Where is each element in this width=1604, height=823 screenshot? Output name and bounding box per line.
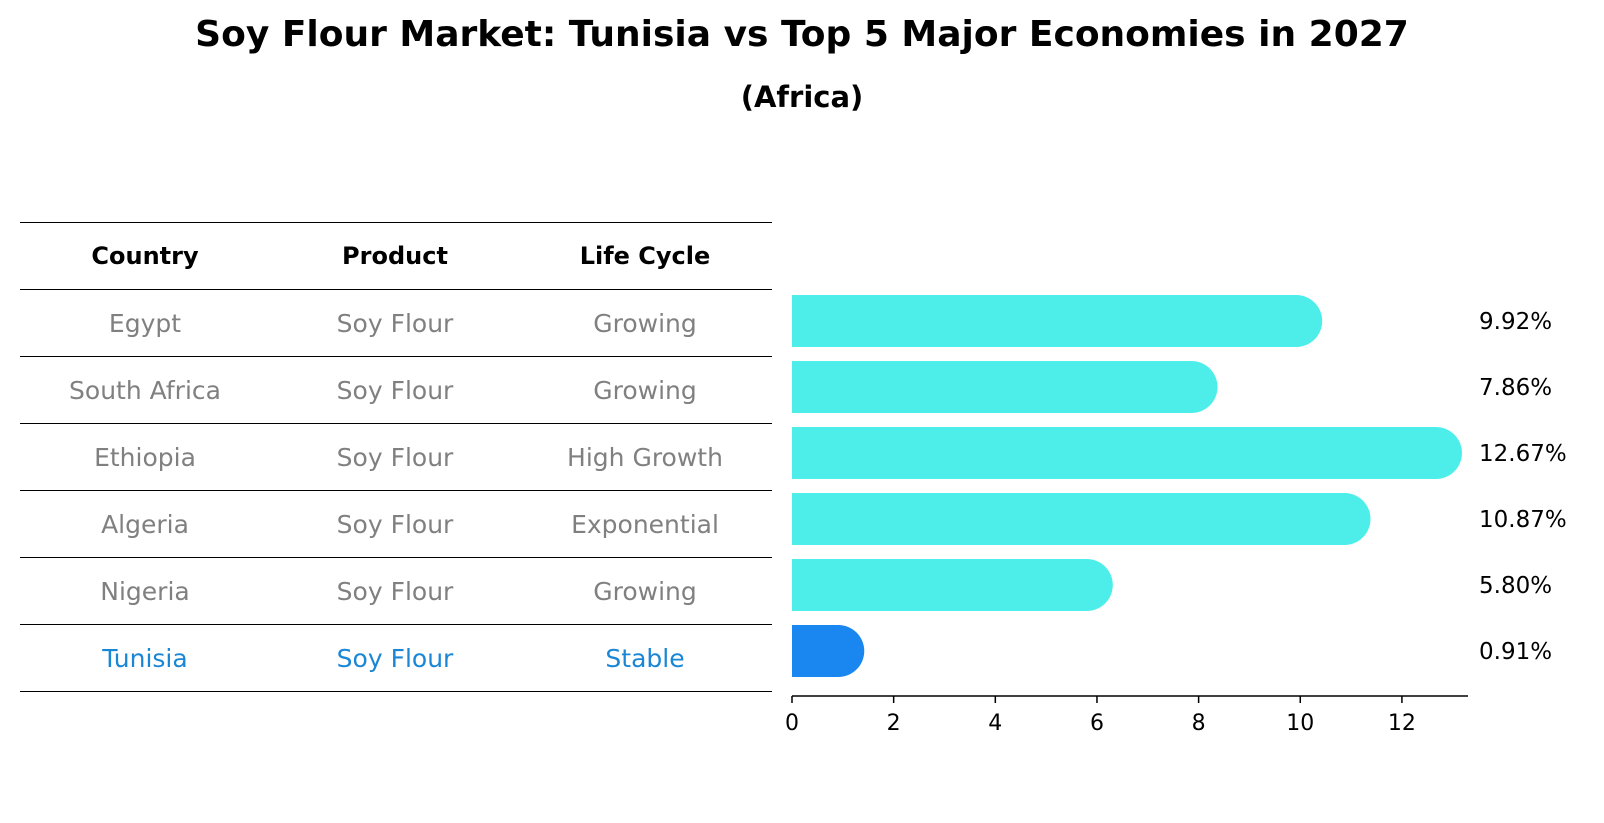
table-row: Ethiopia Soy Flour High Growth <box>20 424 772 491</box>
product-cell: Soy Flour <box>336 576 454 606</box>
product-cell: Soy Flour <box>336 375 454 405</box>
bar <box>792 427 1462 479</box>
x-tick-label: 12 <box>1388 711 1416 736</box>
life-cycle-cell: High Growth <box>567 442 723 472</box>
life-cycle-cell: Growing <box>593 308 697 338</box>
table-row: Algeria Soy Flour Exponential <box>20 491 772 558</box>
product-cell: Soy Flour <box>336 442 454 472</box>
bar <box>792 295 1323 347</box>
value-label: 9.92% <box>1479 309 1552 335</box>
country-cell: Nigeria <box>100 576 190 606</box>
x-tick-label: 8 <box>1192 711 1206 736</box>
value-label: 10.87% <box>1479 507 1567 533</box>
value-label: 7.86% <box>1479 375 1552 401</box>
x-tick-label: 10 <box>1286 711 1314 736</box>
bar <box>792 361 1218 413</box>
life-cycle-cell: Exponential <box>571 509 719 539</box>
chart-title: Soy Flour Market: Tunisia vs Top 5 Major… <box>195 14 1409 55</box>
product-cell: Soy Flour <box>336 643 454 673</box>
x-tick-label: 2 <box>887 711 901 736</box>
value-label: 12.67% <box>1479 441 1567 467</box>
x-tick-label: 6 <box>1090 711 1104 736</box>
bar-highlight <box>792 625 865 677</box>
country-cell: South Africa <box>69 375 221 405</box>
value-label: 0.91% <box>1479 639 1552 665</box>
header-product: Product <box>342 242 448 270</box>
product-cell: Soy Flour <box>336 509 454 539</box>
bar <box>792 559 1113 611</box>
country-cell: Algeria <box>101 509 189 539</box>
header-life-cycle: Life Cycle <box>579 242 711 270</box>
country-cell: Egypt <box>108 308 182 338</box>
data-table: Country Product Life Cycle Egypt Soy Flo… <box>20 222 772 692</box>
table-row: Nigeria Soy Flour Growing <box>20 558 772 625</box>
life-cycle-cell: Growing <box>593 576 697 606</box>
table-row-highlight: Tunisia Soy Flour Stable <box>20 625 772 692</box>
life-cycle-cell: Growing <box>593 375 697 405</box>
bar <box>792 493 1371 545</box>
country-cell: Tunisia <box>102 643 188 673</box>
table-row: Egypt Soy Flour Growing <box>20 290 772 357</box>
x-tick-label: 4 <box>988 711 1002 736</box>
product-cell: Soy Flour <box>336 308 454 338</box>
country-cell: Ethiopia <box>94 442 196 472</box>
value-label: 5.80% <box>1479 573 1552 599</box>
header-country: Country <box>91 242 199 270</box>
x-tick-label: 0 <box>785 711 799 736</box>
table-row: South Africa Soy Flour Growing <box>20 357 772 424</box>
table-header-row: Country Product Life Cycle <box>20 222 772 290</box>
chart-subtitle: (Africa) <box>740 80 864 114</box>
life-cycle-cell: Stable <box>605 643 685 673</box>
